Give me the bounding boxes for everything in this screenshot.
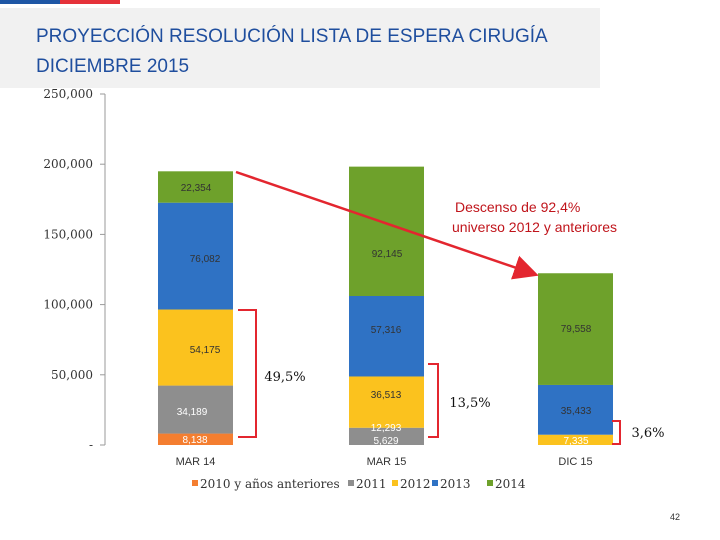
annotation-descenso-line1: Descenso de 92,4% <box>455 199 580 215</box>
y-tick-label: 150,000 <box>43 227 93 241</box>
annotation-descenso-line2: universo 2012 y anteriores <box>452 219 617 235</box>
page-number: 42 <box>669 512 680 522</box>
legend-swatch <box>348 480 354 486</box>
data-label: 8,138 <box>182 435 207 446</box>
x-tick-label: MAR 14 <box>176 456 216 468</box>
data-label: 76,082 <box>190 254 221 265</box>
pct-label-dic15: 3,6% <box>631 426 664 441</box>
data-label: 36,513 <box>371 390 402 401</box>
y-tick-label: - <box>89 438 93 452</box>
bar-segment <box>158 385 233 434</box>
y-tick-label: 200,000 <box>43 157 93 171</box>
accent-blue <box>0 0 60 4</box>
bar-segment <box>158 433 233 445</box>
x-tick-label: MAR 15 <box>367 456 407 468</box>
legend-swatch <box>487 480 493 486</box>
bar-segment <box>158 171 233 203</box>
data-label: 5,629 <box>373 436 398 447</box>
legend-label: 2013 <box>440 477 471 491</box>
legend-label: 2012 <box>400 477 431 491</box>
x-tick-label: DIC 15 <box>558 456 592 468</box>
slide-header <box>0 8 600 88</box>
legend-label: 2011 <box>356 477 387 491</box>
bracket-dic15 <box>612 420 621 445</box>
legend-swatch <box>432 480 438 486</box>
data-label: 92,145 <box>372 249 403 260</box>
pct-label-mar14: 49,5% <box>264 370 305 385</box>
bar-segment <box>158 202 233 310</box>
legend-swatch <box>392 480 398 486</box>
data-label: 54,175 <box>190 345 221 356</box>
data-label: 22,354 <box>181 183 212 194</box>
top-accent-bar <box>0 0 720 8</box>
bracket-mar15 <box>428 363 439 438</box>
bar-segment <box>349 427 424 445</box>
y-tick-label: 100,000 <box>43 298 93 312</box>
data-label: 12,293 <box>371 423 402 434</box>
legend-swatch <box>192 480 198 486</box>
data-label: 35,433 <box>561 406 592 417</box>
pct-label-mar15: 13,5% <box>449 396 490 411</box>
bar-segment <box>538 434 613 445</box>
data-label: 34,189 <box>177 407 208 418</box>
legend-label: 2010 y años anteriores <box>200 477 340 491</box>
data-label: 7,335 <box>563 436 588 447</box>
y-tick-label: 250,000 <box>43 87 93 101</box>
bar-segment <box>158 309 233 386</box>
bar-segment <box>538 273 613 385</box>
bar-segment <box>349 296 424 377</box>
legend-label: 2014 <box>495 477 526 491</box>
bar-segment <box>349 376 424 428</box>
slide-title: PROYECCIÓN RESOLUCIÓN LISTA DE ESPERA CI… <box>36 22 616 82</box>
title-line-1: PROYECCIÓN RESOLUCIÓN LISTA DE ESPERA CI… <box>36 26 548 47</box>
title-line-2: DICIEMBRE 2015 <box>36 56 190 77</box>
bar-segment <box>538 384 613 435</box>
data-label: 79,558 <box>561 324 592 335</box>
data-label: 57,316 <box>371 325 402 336</box>
bracket-mar14 <box>238 309 257 438</box>
accent-red <box>60 0 120 4</box>
y-tick-label: 50,000 <box>51 368 93 382</box>
decline-arrow <box>235 170 539 280</box>
